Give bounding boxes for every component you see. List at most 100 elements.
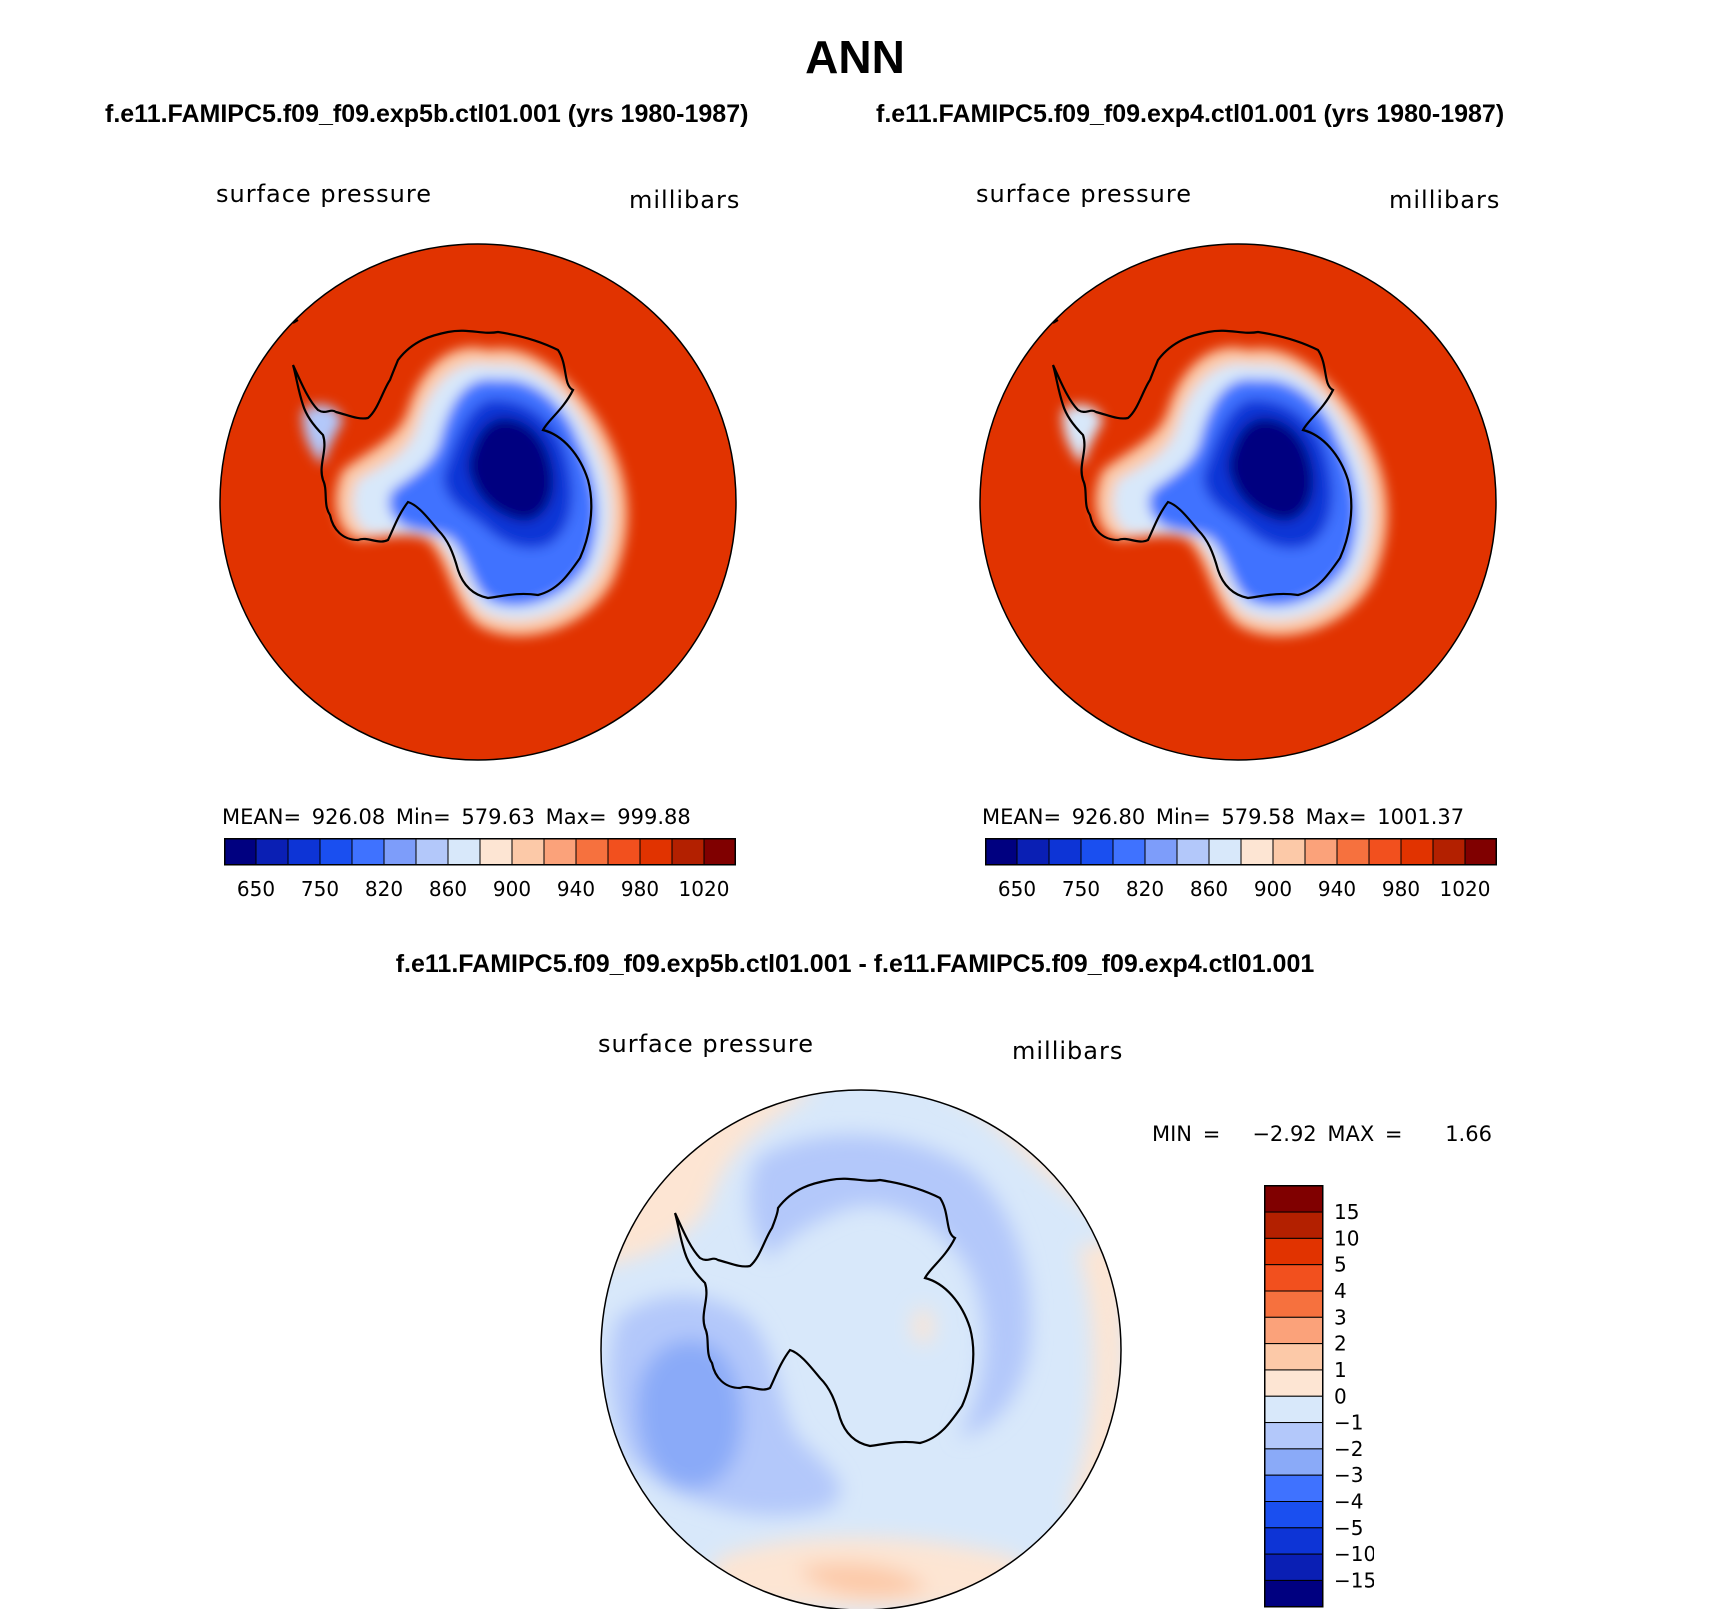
panel2-colorbar-tick-label: 860 — [1190, 877, 1228, 901]
panel1-case-title: f.e11.FAMIPC5.f09_f09.exp5b.ctl01.001 (y… — [105, 100, 749, 128]
diff-map-border — [600, 1089, 1122, 1609]
panel2-map-border — [979, 243, 1497, 761]
panel2-stats: MEAN= 926.80 Min= 579.58 Max= 1001.37 — [982, 805, 1465, 829]
diff-colorbar-cell — [1264, 1237, 1324, 1266]
panel2-colorbar-cell — [985, 838, 1018, 866]
diff-units-label: millibars — [1012, 1037, 1124, 1065]
panel2-colorbar-tick-label: 980 — [1382, 877, 1420, 901]
panel2-colorbar-cell — [1432, 838, 1466, 866]
panel1-colorbar-cell — [447, 838, 481, 866]
diff-colorbar-cell — [1264, 1369, 1324, 1397]
panel2-colorbar-tick-label: 650 — [998, 877, 1036, 901]
diff-colorbar-tick-label: 2 — [1334, 1332, 1347, 1356]
panel1-colorbar-tick-label: 940 — [557, 877, 595, 901]
diff-colorbar-tick-label: −1 — [1334, 1411, 1363, 1435]
diff-stats: MIN = −2.92 MAX = 1.66 — [1152, 1122, 1492, 1146]
panel1-field-label: surface pressure — [216, 180, 432, 208]
panel1-colorbar-cell — [639, 838, 673, 866]
panel1-colorbar-cell — [224, 838, 257, 866]
diff-colorbar-tick-label: 4 — [1334, 1279, 1347, 1303]
diff-colorbar-cell — [1264, 1290, 1324, 1318]
diff-case-title: f.e11.FAMIPC5.f09_f09.exp5b.ctl01.001 - … — [395, 950, 1315, 978]
panel1-colorbar-cell — [543, 838, 577, 866]
panel1-colorbar-cell — [607, 838, 641, 866]
panel2-colorbar-tick-label: 1020 — [1440, 877, 1491, 901]
panel2-antarctica-field — [1062, 347, 1388, 636]
diff-colorbar-tick-label: −2 — [1334, 1437, 1363, 1461]
panel2-units-label: millibars — [1389, 186, 1501, 214]
panel2-polar-map — [979, 243, 1497, 761]
diff-colorbar-tick-label: 3 — [1334, 1305, 1347, 1329]
diff-colorbar-tick-label: 1 — [1334, 1358, 1347, 1382]
panel1-colorbar-cell — [351, 838, 385, 866]
diff-colorbar-cell — [1264, 1474, 1324, 1502]
panel2-colorbar-tick-label: 940 — [1318, 877, 1356, 901]
panel2-colorbar-cell — [1240, 838, 1274, 866]
main-title: ANN — [805, 31, 905, 83]
panel1-colorbar-cell — [511, 838, 545, 866]
panel2-colorbar-cell — [1144, 838, 1178, 866]
panel2-colorbar-cell — [1176, 838, 1210, 866]
panel1-polar-map — [219, 243, 737, 761]
panel2-field-label: surface pressure — [976, 180, 1192, 208]
panel1-colorbar-tick-label: 650 — [237, 877, 275, 901]
panel1-colorbar-cell — [383, 838, 417, 866]
diff-colorbar-cell — [1264, 1343, 1324, 1371]
diff-colorbar-tick-label: −10 — [1334, 1542, 1374, 1566]
panel1-colorbar-cell — [479, 838, 513, 866]
diff-colorbar-cell — [1264, 1553, 1324, 1581]
panel1-colorbar-cell — [671, 838, 705, 866]
panel2-colorbar-cell — [1080, 838, 1114, 866]
panel2-colorbar-cell — [1336, 838, 1370, 866]
panel2-coastline — [1051, 329, 1353, 600]
diff-colorbar-cell — [1264, 1264, 1324, 1292]
diff-colorbar-tick-label: 15 — [1334, 1200, 1359, 1224]
panel2-colorbar-cell — [1368, 838, 1402, 866]
panel2-colorbar-tick-label: 820 — [1126, 877, 1164, 901]
panel2-colorbar-cell — [1048, 838, 1082, 866]
panel1-colorbar-tick-label: 980 — [621, 877, 659, 901]
panel1-coastline — [291, 329, 593, 600]
diff-colorbar-cell — [1264, 1579, 1324, 1608]
panel1-colorbar-tick-label: 750 — [301, 877, 339, 901]
diff-colorbar-tick-label: −3 — [1334, 1463, 1363, 1487]
panel1-colorbar-tick-label: 860 — [429, 877, 467, 901]
diff-colorbar-tick-label: −15 — [1334, 1568, 1374, 1592]
panel1-colorbar-cell — [415, 838, 449, 866]
panel1-colorbar-cell — [703, 838, 736, 866]
diff-colorbar-tick-label: −4 — [1334, 1490, 1363, 1514]
panel1-colorbar-tick-label: 1020 — [679, 877, 730, 901]
diff-colorbar-cell — [1264, 1185, 1324, 1213]
panel1-colorbar-cell — [575, 838, 609, 866]
panel2-colorbar-tick-label: 750 — [1062, 877, 1100, 901]
panel1-colorbar-tick-label: 820 — [365, 877, 403, 901]
diff-polar-map — [600, 1089, 1122, 1609]
panel2-colorbar-cell — [1208, 838, 1242, 866]
panel2-colorbar-cell — [1464, 838, 1497, 866]
panel2-colorbar-tick-label: 900 — [1254, 877, 1292, 901]
panel2-colorbar: 650 750 820 860 900 940 980 1020 — [985, 838, 1497, 901]
panel1-colorbar-tick-label: 900 — [493, 877, 531, 901]
panel1-colorbar-cell — [287, 838, 321, 866]
diff-colorbar-tick-label: −5 — [1334, 1516, 1363, 1540]
diff-colorbar-tick-label: 0 — [1334, 1384, 1347, 1408]
diff-colorbar-tick-label: 5 — [1334, 1253, 1347, 1277]
panel2-colorbar-cell — [1272, 838, 1306, 866]
diff-colorbar-cell — [1264, 1422, 1324, 1450]
panel1-stats: MEAN= 926.08 Min= 579.63 Max= 999.88 — [222, 805, 691, 829]
panel1-colorbar: 650 750 820 860 900 940 980 1020 — [224, 838, 736, 901]
diff-colorbar-cell — [1264, 1501, 1324, 1529]
panel2-case-title: f.e11.FAMIPC5.f09_f09.exp4.ctl01.001 (yr… — [876, 100, 1505, 128]
diff-colorbar-cell — [1264, 1527, 1324, 1555]
diff-coastline — [673, 1177, 975, 1448]
panel2-colorbar-cell — [1400, 838, 1434, 866]
diff-colorbar-cell — [1264, 1211, 1324, 1239]
diff-colorbar-cell — [1264, 1448, 1324, 1476]
panel1-map-border — [219, 243, 737, 761]
panel2-colorbar-cell — [1304, 838, 1338, 866]
panel1-colorbar-cell — [319, 838, 353, 866]
diff-field-label: surface pressure — [598, 1030, 814, 1058]
diff-colorbar-tick-label: 10 — [1334, 1226, 1359, 1250]
panel1-colorbar-cell — [255, 838, 289, 866]
